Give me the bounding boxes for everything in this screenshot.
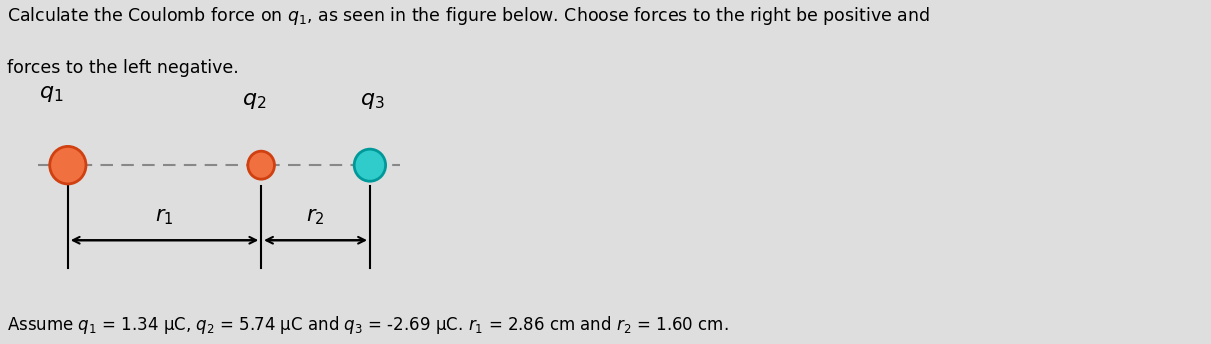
Text: forces to the left negative.: forces to the left negative. <box>7 60 240 77</box>
Text: $q_3$: $q_3$ <box>360 88 385 110</box>
Text: Calculate the Coulomb force on $q_1$, as seen in the figure below. Choose forces: Calculate the Coulomb force on $q_1$, as… <box>7 5 930 27</box>
Ellipse shape <box>50 147 86 184</box>
Ellipse shape <box>248 151 275 179</box>
Text: $q_1$: $q_1$ <box>39 82 63 104</box>
Text: Assume $q_1$ = 1.34 μC, $q_2$ = 5.74 μC and $q_3$ = -2.69 μC. $r_1$ = 2.86 cm an: Assume $q_1$ = 1.34 μC, $q_2$ = 5.74 μC … <box>7 314 729 336</box>
Text: $q_2$: $q_2$ <box>242 88 266 110</box>
Ellipse shape <box>354 149 385 181</box>
Text: $r_2$: $r_2$ <box>306 207 325 227</box>
Text: $r_1$: $r_1$ <box>155 207 173 227</box>
